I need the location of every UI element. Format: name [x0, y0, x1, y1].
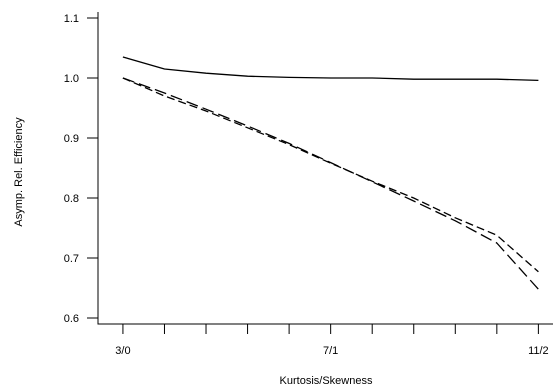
x-axis-label: Kurtosis/Skewness [280, 375, 373, 387]
axes: 0.6 0.7 0.8 0.9 1.0 1.1 3/0 7/1 11/2 [64, 12, 553, 357]
series-line-3 [122, 77, 539, 290]
y-axis-label: Asymp. Rel. Efficiency [13, 117, 25, 227]
series-layer [122, 56, 539, 290]
x-tick-label: 3/0 [115, 345, 130, 357]
y-tick-label: 0.9 [64, 133, 79, 145]
x-tick-label: 11/2 [528, 345, 549, 357]
axis-labels: Kurtosis/Skewness Asymp. Rel. Efficiency [13, 117, 373, 387]
y-tick-label: 0.6 [64, 313, 79, 325]
series-line-1 [122, 56, 539, 82]
y-tick-label: 1.1 [64, 13, 79, 25]
y-tick-label: 1.0 [64, 73, 79, 85]
x-tick-label: 7/1 [323, 345, 338, 357]
y-tick-label: 0.8 [64, 193, 79, 205]
y-tick-label: 0.7 [64, 253, 79, 265]
series-line-2 [122, 77, 539, 273]
axis-frame [97, 12, 553, 325]
